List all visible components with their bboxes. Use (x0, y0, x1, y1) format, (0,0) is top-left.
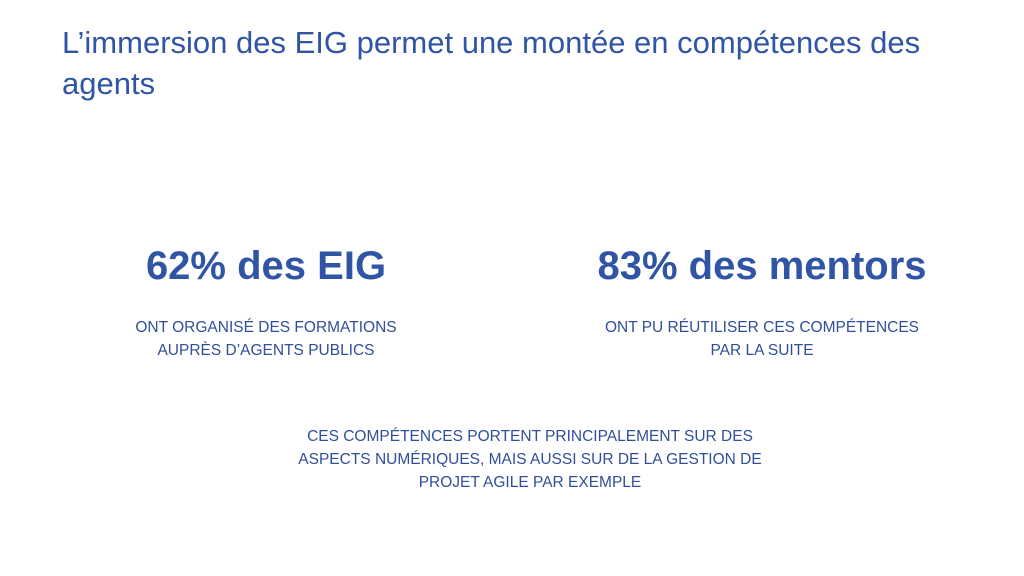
stat-mentors-caption: ONT PU RÉUTILISER CES COMPÉTENCES PAR LA… (572, 316, 952, 362)
skills-note-line: CES COMPÉTENCES PORTENT PRINCIPALEMENT S… (307, 428, 753, 445)
skills-note-line: PROJET AGILE PAR EXEMPLE (418, 474, 642, 491)
stat-mentors-caption-line: ONT PU RÉUTILISER CES COMPÉTENCES (604, 319, 920, 336)
slide-title: L’immersion des EIG permet une montée en… (62, 25, 921, 101)
stat-eig-figure: 62% des EIG (145, 244, 387, 288)
stat-eig-caption: ONT ORGANISÉ DES FORMATIONS AUPRÈS D’AGE… (88, 316, 444, 362)
skills-note-line: ASPECTS NUMÉRIQUES, MAIS AUSSI SUR DE LA… (298, 451, 762, 468)
stat-mentors: 83% des mentors ONT PU RÉUTILISER CES CO… (572, 240, 952, 362)
stat-mentors-caption-line: PAR LA SUITE (710, 342, 814, 359)
stat-mentors-figure: 83% des mentors (597, 244, 927, 288)
stat-eig-caption-line: AUPRÈS D’AGENTS PUBLICS (157, 342, 375, 359)
stat-eig-caption-line: ONT ORGANISÉ DES FORMATIONS (135, 319, 397, 336)
skills-note: CES COMPÉTENCES PORTENT PRINCIPALEMENT S… (250, 425, 810, 494)
stat-eig: 62% des EIG ONT ORGANISÉ DES FORMATIONS … (88, 240, 444, 362)
